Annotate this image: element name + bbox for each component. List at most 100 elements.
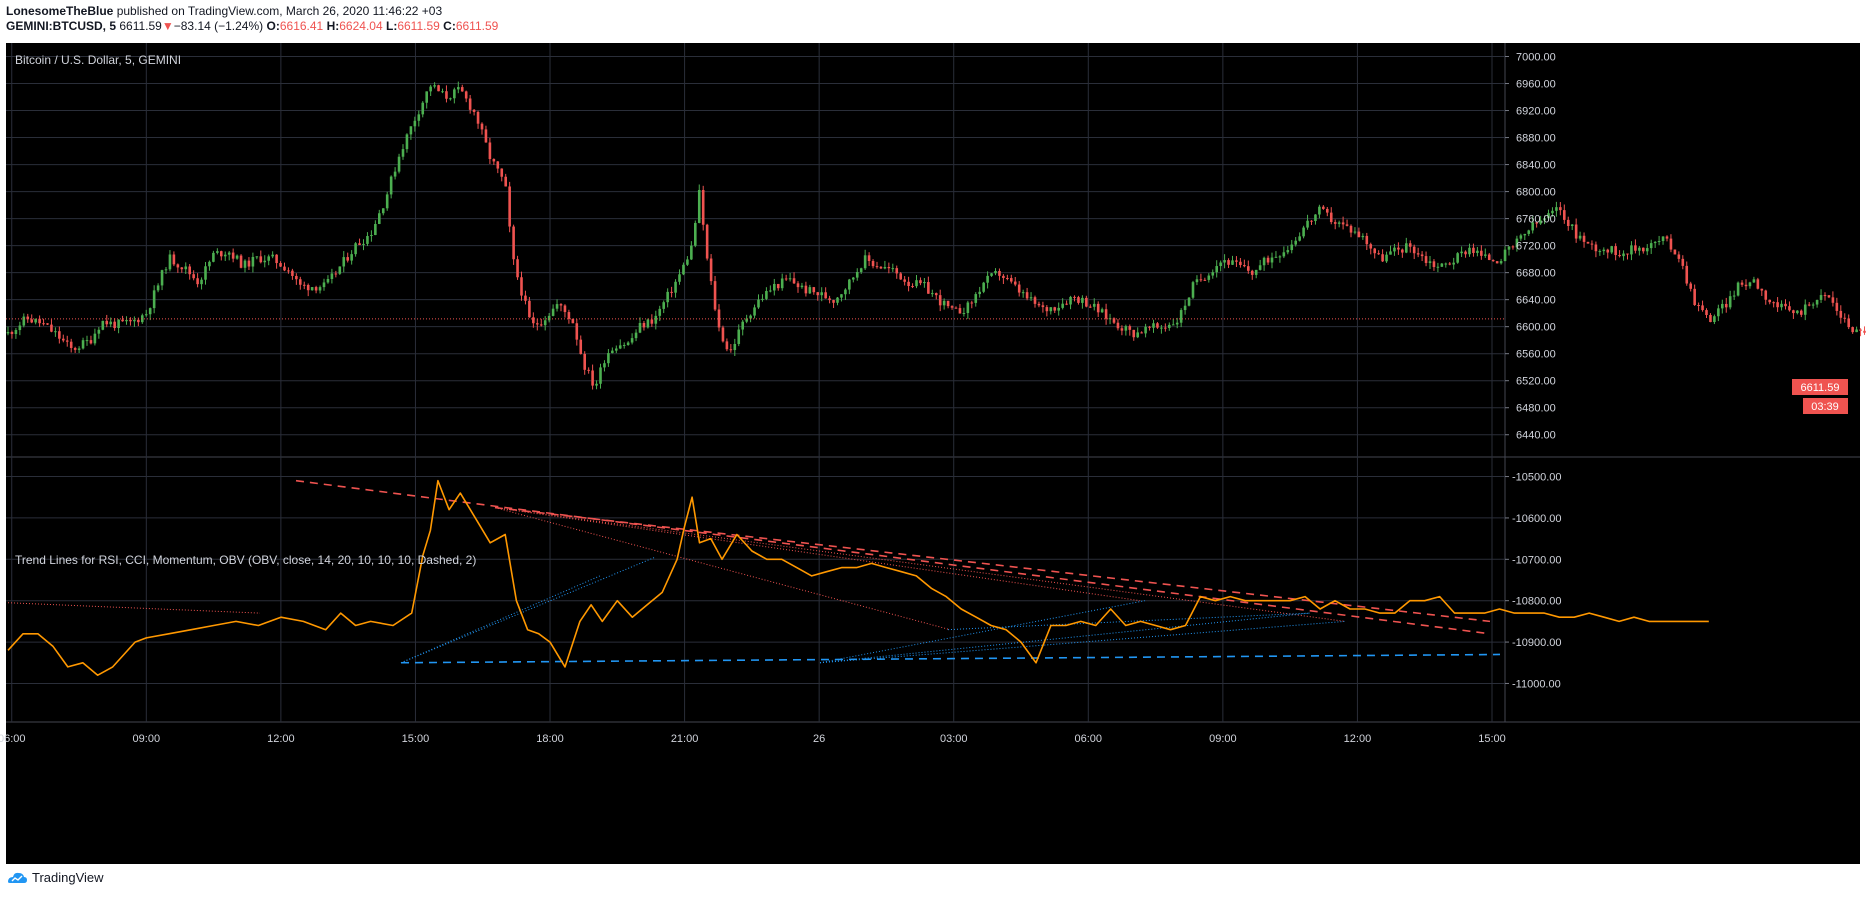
candle-body: [1428, 261, 1432, 263]
candle-body: [1416, 253, 1420, 255]
candle-body: [840, 294, 843, 298]
candle-body: [1306, 220, 1309, 228]
low-label: L:: [385, 19, 398, 33]
candle-body: [733, 343, 737, 351]
indicator-pane-legend[interactable]: Trend Lines for RSI, CCI, Momentum, OBV …: [15, 553, 476, 567]
time-tick-label: 15:00: [402, 733, 430, 745]
candle-body: [765, 291, 768, 299]
candle-body: [156, 285, 160, 291]
candle-body: [476, 111, 480, 124]
candle-body: [1823, 295, 1827, 297]
candle-body: [662, 302, 665, 309]
candle-body: [603, 363, 606, 368]
candle-body: [1728, 296, 1732, 308]
candle-body: [1120, 328, 1124, 331]
candle-body: [334, 273, 338, 275]
price-tick-label: 6880.00: [1516, 133, 1556, 145]
candle-body: [962, 312, 966, 314]
resistance-trendline: [295, 479, 1491, 635]
obv-tick-label: -10900.00: [1512, 637, 1562, 649]
candle-body: [38, 318, 41, 324]
candle-body: [1800, 310, 1803, 315]
candle-body: [1831, 297, 1835, 303]
candle-body: [792, 278, 796, 284]
symbol-label[interactable]: GEMINI:BTCUSD, 5: [6, 19, 117, 33]
candle-body: [1851, 327, 1854, 333]
candle-body: [1294, 240, 1297, 245]
candle-body: [1855, 329, 1858, 333]
candle-body: [800, 285, 804, 288]
candle-body: [1665, 236, 1669, 239]
trendline-dotted: [494, 507, 1346, 622]
candle-body: [1756, 279, 1760, 289]
candle-body: [666, 291, 669, 303]
tradingview-logo-icon[interactable]: [6, 871, 28, 885]
candle-body: [1274, 256, 1278, 258]
candle-body: [417, 114, 421, 121]
candle-body: [1227, 260, 1230, 265]
candle-body: [579, 339, 583, 354]
candle-body: [674, 281, 677, 293]
candle-body: [717, 309, 721, 328]
candle-body: [1160, 327, 1163, 329]
time-tick-label: 21:00: [671, 733, 699, 745]
candle-body: [1784, 303, 1787, 307]
candle-body: [235, 255, 239, 259]
candle-body: [1732, 295, 1736, 297]
candle-body: [1128, 326, 1132, 330]
price-pane-legend[interactable]: Bitcoin / U.S. Dollar, 5, GEMINI: [15, 53, 181, 67]
chart-canvas[interactable]: 7000.00 6960.00 6920.00 6880.00 6840.00 6800.…: [0, 0, 1866, 866]
candle-body: [946, 300, 950, 307]
candle-body: [1357, 231, 1361, 238]
candle-body: [705, 224, 709, 259]
candle-body: [571, 318, 575, 324]
candle-body: [1835, 302, 1839, 311]
candle-body: [1555, 207, 1558, 211]
candle-body: [1073, 296, 1076, 298]
candle-body: [291, 270, 294, 276]
candle-body: [697, 189, 701, 223]
candle-body: [239, 255, 243, 268]
author-name[interactable]: LonesomeTheBlue: [6, 4, 114, 18]
candle-body: [516, 259, 519, 278]
candle-body: [741, 321, 744, 330]
candle-body: [938, 295, 942, 306]
brand-label[interactable]: TradingView: [32, 870, 104, 885]
candle-body: [50, 324, 53, 332]
candle-body: [180, 267, 184, 270]
price-tick-label: 6840.00: [1516, 160, 1556, 172]
candle-body: [1393, 247, 1396, 252]
candle-body: [1298, 236, 1301, 241]
candle-body: [1152, 323, 1155, 328]
candle-body: [196, 278, 199, 285]
candle-body: [385, 194, 389, 209]
candle-body: [58, 331, 61, 339]
support-trendline: [400, 653, 1501, 664]
candle-body: [1203, 279, 1207, 281]
candle-body: [141, 315, 144, 323]
candle-body: [405, 134, 409, 150]
candle-body: [1136, 332, 1139, 338]
candle-body: [267, 256, 270, 261]
candle-body: [101, 320, 105, 330]
candle-body: [737, 329, 741, 344]
candle-body: [1282, 252, 1286, 257]
candle-body: [1724, 303, 1728, 308]
candle-body: [30, 319, 33, 323]
candle-body: [1069, 296, 1072, 305]
candle-body: [773, 283, 776, 291]
candle-body: [982, 282, 985, 292]
candle-body: [488, 142, 492, 160]
candle-body: [1689, 283, 1692, 289]
candle-body: [701, 189, 705, 225]
candle-body: [1811, 304, 1815, 306]
candle-body: [204, 266, 207, 280]
candle-body: [595, 383, 598, 386]
candle-body: [1345, 224, 1349, 226]
candle-body: [1768, 299, 1771, 303]
candle-body: [192, 274, 195, 279]
candle-body: [1045, 307, 1049, 312]
candle-body: [188, 266, 191, 275]
candle-body: [1717, 308, 1720, 317]
candle-body: [1452, 262, 1455, 265]
